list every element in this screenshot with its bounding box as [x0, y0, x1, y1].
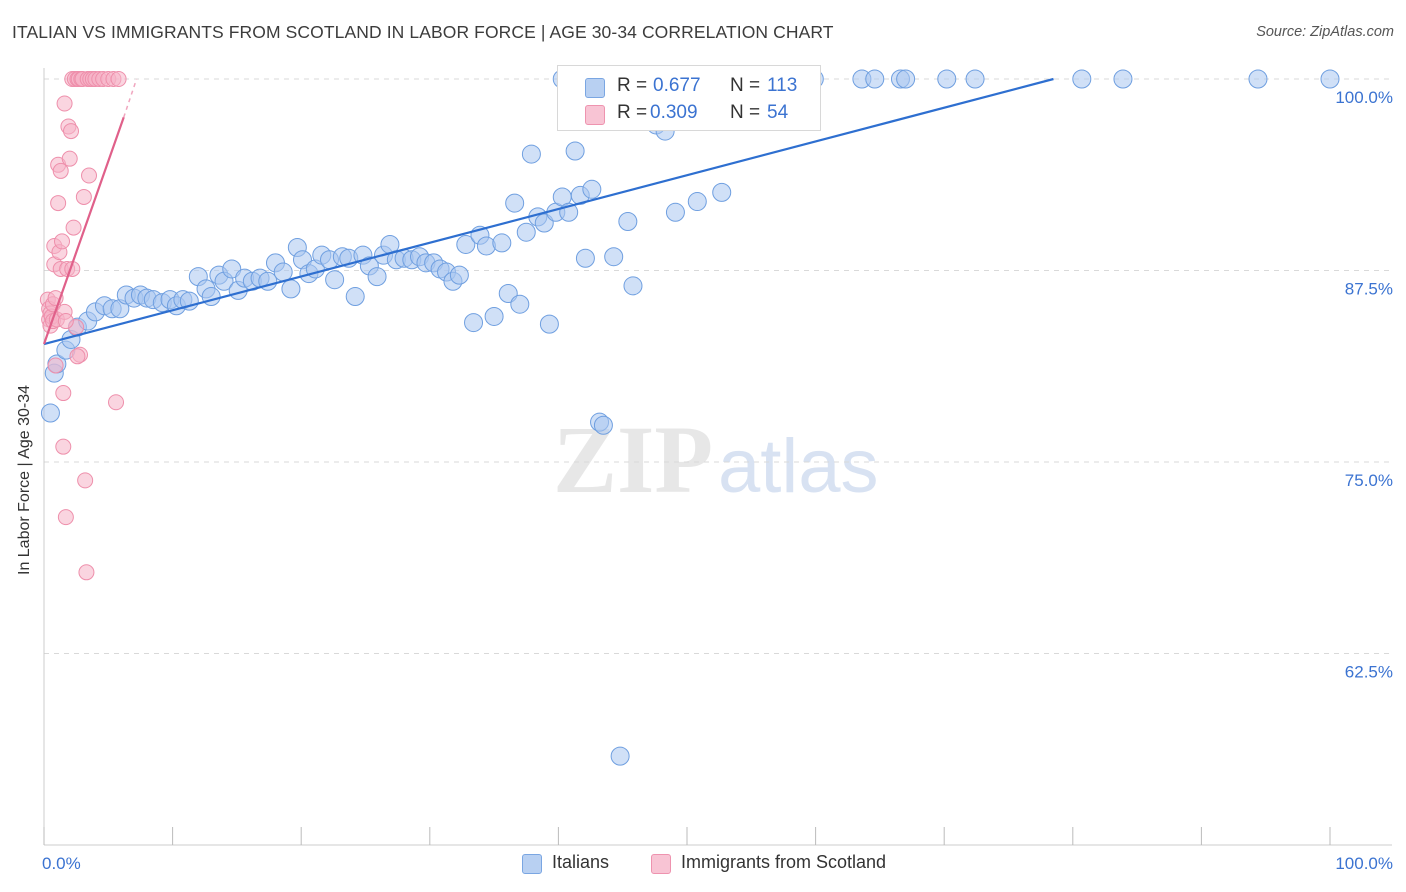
stats-legend: R = 0.677 N = 113 R = 0.309 N = 54	[557, 65, 821, 131]
italians-point	[539, 314, 559, 334]
legend-r-value: 0.309	[650, 102, 698, 123]
y-axis-label: In Labor Force | Age 30-34	[16, 384, 33, 575]
italians-point	[510, 294, 530, 314]
legend-r-value: 0.677	[653, 75, 701, 96]
scotland-point	[108, 394, 125, 411]
scotland-point	[50, 195, 67, 212]
chart-title: ITALIAN VS IMMIGRANTS FROM SCOTLAND IN L…	[12, 22, 834, 42]
x-tick-label: 100.0%	[1335, 854, 1393, 873]
italians-point	[516, 222, 536, 242]
scotland-point	[110, 71, 127, 87]
scotland-point	[63, 123, 80, 140]
scotland-point	[75, 188, 92, 205]
source-credit: Source: ZipAtlas.com	[1256, 24, 1394, 40]
legend-n-value: 113	[767, 75, 798, 96]
italians-point	[604, 247, 624, 267]
italians-point	[565, 141, 585, 161]
italians-point	[492, 233, 512, 253]
italians-point	[521, 144, 541, 164]
italians-point	[610, 746, 630, 766]
italians-point	[325, 270, 345, 290]
y-tick-label: 87.5%	[1345, 280, 1393, 299]
scotland-trendline	[42, 116, 125, 345]
italians-point	[896, 69, 916, 89]
italians-point	[505, 193, 525, 213]
italians-point	[281, 279, 301, 299]
y-tick-label: 62.5%	[1345, 663, 1393, 682]
italians-point	[464, 313, 484, 333]
legend-swatch-italians	[585, 78, 605, 98]
scotland-point	[54, 233, 71, 250]
italians-point	[449, 265, 469, 285]
legend-r-label: R =	[617, 102, 648, 123]
scotland-point	[55, 385, 72, 402]
italians-point	[40, 403, 60, 423]
scotland-trendline-extension	[123, 78, 138, 118]
italians-point	[965, 69, 985, 89]
italians-point	[476, 236, 496, 256]
y-tick-label: 75.0%	[1345, 471, 1393, 490]
scotland-point	[81, 167, 98, 184]
italians-point	[222, 259, 242, 279]
bottom-legend-swatch-scotland	[651, 854, 671, 874]
bottom-legend-label-italians: Italians	[552, 852, 610, 872]
scotland-point	[65, 219, 82, 236]
scotland-point	[78, 564, 95, 581]
italians-point	[687, 192, 707, 212]
legend-n-label: N =	[730, 102, 761, 123]
bottom-legend-swatch-italians	[522, 854, 542, 874]
italians-point	[367, 267, 387, 287]
scotland-point	[47, 357, 64, 374]
scotland-point	[55, 438, 72, 455]
scotland-point	[77, 472, 94, 489]
italians-point	[1248, 69, 1268, 89]
italians-point	[345, 287, 365, 307]
legend-n-value: 54	[767, 102, 789, 123]
italians-point	[665, 202, 685, 222]
italians-point	[273, 262, 293, 282]
italians-point	[623, 276, 643, 296]
italians-point	[484, 306, 504, 326]
scotland-point	[57, 509, 74, 526]
y-tick-label: 100.0%	[1335, 88, 1393, 107]
italians-point	[1072, 69, 1092, 89]
italians-point	[1320, 69, 1340, 89]
legend-r-label: R =	[617, 75, 648, 96]
italians-point	[618, 211, 638, 231]
italians-point	[575, 248, 595, 268]
italians-trendline	[43, 77, 1054, 346]
scotland-point	[56, 95, 73, 112]
italians-point	[1113, 69, 1133, 89]
scotland-point	[61, 150, 78, 167]
legend-swatch-scotland	[585, 105, 605, 125]
legend-n-label: N =	[730, 75, 761, 96]
italians-point	[865, 69, 885, 89]
x-tick-label: 0.0%	[42, 854, 81, 873]
scotland-point	[69, 348, 86, 365]
italians-point	[937, 69, 957, 89]
bottom-legend-label-scotland: Immigrants from Scotland	[681, 852, 887, 872]
italians-point	[456, 234, 476, 254]
scotland-point	[57, 313, 74, 330]
scotland-point	[52, 162, 69, 179]
italians-point	[582, 179, 602, 199]
italians-point	[593, 415, 613, 435]
watermark-zip: ZIP	[553, 406, 713, 513]
watermark-atlas: atlas	[718, 424, 879, 509]
italians-point	[712, 182, 732, 202]
